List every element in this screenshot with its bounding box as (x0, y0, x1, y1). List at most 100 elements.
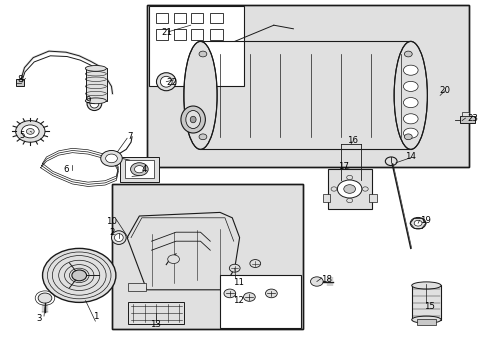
Text: 20: 20 (439, 86, 449, 95)
Ellipse shape (403, 128, 417, 138)
Ellipse shape (185, 111, 200, 129)
Bar (461, 112, 468, 116)
Bar (155, 13, 168, 23)
Bar (155, 29, 168, 40)
Ellipse shape (403, 114, 417, 124)
Circle shape (224, 289, 235, 298)
Bar (112, 184, 303, 329)
Text: 3: 3 (36, 314, 42, 323)
Polygon shape (127, 212, 239, 290)
Ellipse shape (411, 282, 440, 289)
Bar (210, 29, 223, 40)
Bar (411, 285, 440, 320)
Bar (190, 13, 203, 23)
Ellipse shape (183, 41, 217, 149)
Circle shape (229, 264, 240, 272)
Circle shape (72, 270, 86, 281)
Text: 7: 7 (126, 132, 132, 141)
Circle shape (134, 166, 144, 173)
Text: 4: 4 (141, 165, 147, 174)
Ellipse shape (160, 76, 172, 87)
Bar (173, 13, 186, 23)
Circle shape (105, 154, 117, 163)
Circle shape (346, 198, 352, 203)
Circle shape (404, 51, 411, 57)
Circle shape (26, 129, 34, 134)
Text: 22: 22 (166, 77, 177, 86)
Circle shape (330, 187, 336, 191)
Circle shape (199, 51, 206, 57)
Circle shape (16, 121, 45, 142)
Bar (112, 184, 303, 329)
Text: 21: 21 (162, 28, 172, 37)
Circle shape (310, 277, 323, 286)
Ellipse shape (85, 98, 106, 104)
Text: 14: 14 (405, 152, 415, 161)
Ellipse shape (181, 106, 205, 133)
Bar (368, 194, 376, 202)
Text: 5: 5 (19, 130, 25, 139)
Circle shape (343, 185, 355, 193)
Circle shape (21, 125, 39, 138)
Circle shape (249, 260, 260, 267)
Text: 23: 23 (467, 114, 478, 123)
Bar (327, 169, 371, 209)
Ellipse shape (114, 234, 123, 242)
Text: 6: 6 (63, 165, 69, 174)
Text: 9: 9 (85, 96, 90, 105)
Bar (173, 29, 186, 40)
Circle shape (130, 163, 148, 176)
Circle shape (38, 293, 52, 303)
Text: 13: 13 (150, 320, 161, 329)
Ellipse shape (411, 316, 440, 323)
Ellipse shape (87, 97, 102, 111)
Text: 17: 17 (337, 162, 348, 171)
Text: 2: 2 (109, 228, 115, 237)
Bar (322, 194, 329, 202)
Text: 11: 11 (233, 278, 244, 287)
Circle shape (404, 134, 411, 140)
Bar (149, 6, 244, 86)
Circle shape (362, 187, 367, 191)
Ellipse shape (90, 99, 99, 108)
Ellipse shape (393, 41, 427, 149)
Bar (16, 79, 24, 86)
Bar (85, 68, 106, 101)
Circle shape (101, 150, 122, 166)
Text: 10: 10 (106, 217, 117, 226)
Bar (146, 5, 468, 167)
Bar (210, 13, 223, 23)
Bar (124, 160, 154, 178)
Ellipse shape (403, 98, 417, 108)
Circle shape (167, 255, 179, 264)
Text: 12: 12 (233, 296, 244, 305)
Text: 16: 16 (346, 136, 357, 145)
Bar (416, 319, 435, 325)
Bar (146, 5, 468, 167)
Text: 15: 15 (423, 302, 434, 311)
Text: 1: 1 (92, 312, 98, 321)
Bar (459, 116, 474, 123)
Circle shape (346, 175, 352, 180)
Circle shape (243, 293, 255, 301)
Text: 19: 19 (419, 216, 430, 225)
Ellipse shape (403, 65, 417, 75)
Ellipse shape (190, 116, 196, 123)
Circle shape (409, 217, 425, 229)
Circle shape (199, 134, 206, 140)
Circle shape (413, 220, 421, 226)
Text: 18: 18 (321, 274, 331, 284)
Circle shape (265, 289, 277, 298)
Circle shape (337, 180, 361, 198)
Text: 8: 8 (18, 75, 23, 84)
Ellipse shape (85, 66, 106, 71)
Ellipse shape (403, 81, 417, 91)
Bar (120, 157, 159, 182)
Bar (190, 29, 203, 40)
Circle shape (42, 248, 116, 302)
Bar (128, 283, 145, 291)
Ellipse shape (111, 231, 126, 244)
Ellipse shape (156, 73, 176, 91)
Bar (220, 275, 300, 328)
Bar (128, 302, 184, 324)
